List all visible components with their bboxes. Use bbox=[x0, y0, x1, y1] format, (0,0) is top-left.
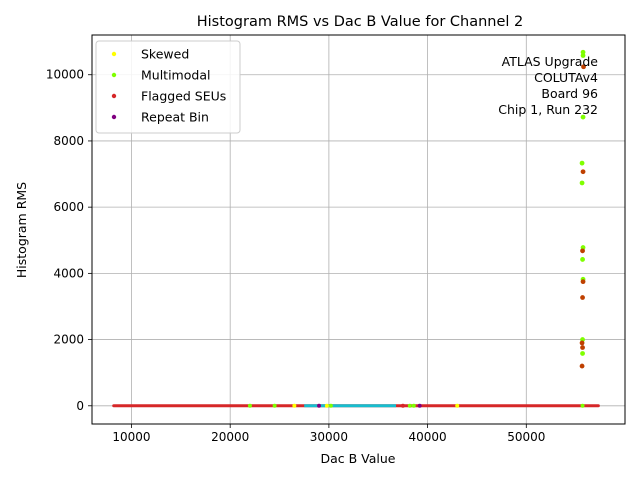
point-flagged bbox=[580, 248, 585, 254]
annotation-line-1: ATLAS Upgrade bbox=[502, 54, 599, 69]
baseline-point-repeat bbox=[417, 403, 422, 408]
point-flagged bbox=[579, 340, 585, 346]
x-tick-label: 10000 bbox=[112, 430, 150, 444]
point-multimodal bbox=[579, 160, 585, 166]
y-tick-label: 10000 bbox=[46, 68, 84, 82]
baseline-point-multimodal bbox=[247, 403, 252, 408]
point-flagged bbox=[580, 169, 586, 175]
legend-marker-repeat-bin bbox=[111, 114, 117, 120]
x-tick-label: 30000 bbox=[310, 430, 348, 444]
y-axis-ticks: 0 2000 4000 6000 8000 10000 bbox=[46, 68, 92, 413]
legend-label-skewed: Skewed bbox=[141, 47, 189, 62]
legend-label-flagged-seus: Flagged SEUs bbox=[141, 89, 226, 104]
legend-marker-multimodal bbox=[111, 72, 117, 78]
legend-label-multimodal: Multimodal bbox=[141, 68, 210, 83]
baseline-point-repeat bbox=[317, 403, 322, 408]
point-multimodal bbox=[580, 351, 585, 356]
y-tick-label: 2000 bbox=[53, 333, 84, 347]
y-axis-label: Histogram RMS bbox=[14, 182, 29, 278]
y-tick-label: 0 bbox=[76, 399, 84, 413]
baseline-point-multimodal bbox=[272, 403, 277, 408]
data-points bbox=[579, 49, 586, 369]
baseline-point-skewed bbox=[324, 403, 329, 408]
point-multimodal bbox=[580, 114, 586, 120]
chart-title: Histogram RMS vs Dac B Value for Channel… bbox=[197, 14, 524, 30]
baseline-point-skewed bbox=[455, 403, 460, 408]
point-flagged bbox=[580, 295, 585, 300]
x-tick-label: 20000 bbox=[211, 430, 249, 444]
point-flagged bbox=[581, 64, 586, 70]
baseline-point-multimodal bbox=[580, 403, 585, 408]
point-flagged bbox=[580, 345, 585, 350]
annotation-line-4: Chip 1, Run 232 bbox=[498, 102, 598, 117]
x-tick-label: 50000 bbox=[507, 430, 545, 444]
x-axis-ticks: 10000 20000 30000 40000 50000 bbox=[112, 424, 545, 444]
x-tick-label: 40000 bbox=[408, 430, 446, 444]
annotation-line-2: COLUTAv4 bbox=[534, 70, 598, 85]
point-multimodal bbox=[579, 180, 585, 186]
legend-marker-flagged-seus bbox=[111, 93, 117, 99]
y-tick-label: 6000 bbox=[53, 200, 84, 214]
point-multimodal bbox=[580, 257, 585, 262]
legend-box bbox=[95, 40, 241, 134]
annotation-line-3: Board 96 bbox=[541, 86, 598, 101]
baseline-point-multimodal bbox=[328, 403, 333, 408]
point-multimodal bbox=[580, 53, 586, 58]
baseline-cluster bbox=[112, 403, 600, 408]
baseline-point-multimodal bbox=[411, 403, 416, 408]
point-flagged bbox=[580, 279, 586, 285]
legend-label-repeat-bin: Repeat Bin bbox=[141, 110, 209, 125]
y-tick-label: 8000 bbox=[53, 134, 84, 148]
plot-frame bbox=[91, 34, 626, 425]
baseline-point-flagged bbox=[400, 403, 405, 408]
point-multimodal bbox=[580, 49, 586, 55]
legend: Skewed Multimodal Flagged SEUs Repeat Bi… bbox=[95, 40, 241, 134]
point-flagged bbox=[579, 363, 585, 369]
y-tick-label: 4000 bbox=[53, 266, 84, 280]
annotation-block: ATLAS Upgrade COLUTAv4 Board 96 Chip 1, … bbox=[498, 54, 598, 117]
legend-marker-skewed bbox=[111, 51, 117, 57]
baseline-point-skewed bbox=[292, 403, 297, 408]
baseline-point-multimodal bbox=[407, 403, 412, 408]
x-axis-label: Dac B Value bbox=[320, 451, 395, 466]
